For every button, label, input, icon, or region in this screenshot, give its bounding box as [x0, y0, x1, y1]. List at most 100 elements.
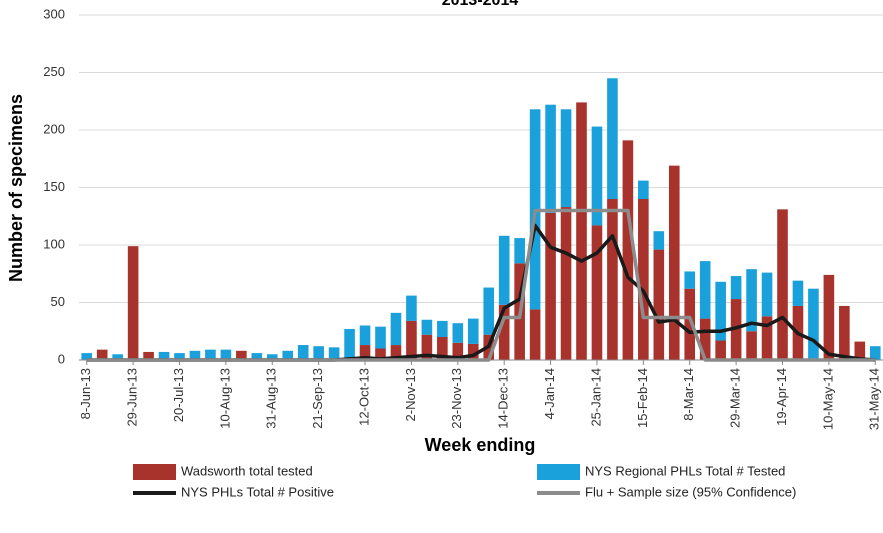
bar-segment: [158, 351, 170, 360]
y-tick-label: 100: [43, 236, 65, 251]
x-tick-label: 14-Dec-13: [496, 368, 511, 429]
bar-segment: [699, 318, 711, 360]
bar-segment: [143, 351, 154, 360]
x-tick-label: 2-Nov-13: [403, 368, 418, 421]
bar-segment: [236, 350, 247, 360]
line-series: [86, 223, 876, 362]
bar-segment: [869, 346, 881, 360]
x-tick-label: 8-Jun-13: [78, 368, 93, 419]
bar-segment: [715, 340, 726, 360]
x-tick-label: 29-Jun-13: [125, 368, 140, 427]
bar-segment: [622, 140, 634, 360]
bar-segment: [839, 305, 850, 360]
legend-label: NYS Regional PHLs Total # Tested: [585, 463, 785, 478]
bar-segment: [777, 209, 788, 360]
bar-segment: [390, 345, 402, 360]
bar-segment: [189, 350, 201, 360]
legend-label: Flu + Sample size (95% Confidence): [585, 484, 796, 499]
y-tick-label: 250: [43, 64, 65, 79]
bar-segment: [390, 312, 402, 346]
bar-segment: [668, 165, 680, 360]
legend-swatch: [537, 464, 580, 480]
bar-segment: [313, 346, 324, 360]
bar-segment: [174, 353, 185, 360]
bar-segment: [437, 337, 448, 360]
bar-segment: [761, 272, 773, 317]
bar-segment: [375, 326, 386, 349]
y-tick-label: 0: [58, 351, 65, 366]
x-tick-label: 31-Aug-13: [264, 368, 279, 429]
x-tick-label: 21-Sep-13: [310, 368, 325, 429]
bar-segment: [421, 319, 433, 335]
bar-segment: [498, 235, 510, 305]
bar-segment: [421, 334, 433, 360]
y-tick-label: 300: [43, 6, 65, 21]
bar-segment: [266, 354, 278, 360]
bar-segment: [220, 349, 232, 360]
x-tick-label: 10-Aug-13: [217, 368, 232, 429]
bar-segment: [483, 287, 495, 335]
x-tick-label: 20-Jul-13: [171, 368, 186, 422]
x-tick-label: 15-Feb-14: [635, 368, 650, 428]
bar-segment: [529, 309, 541, 360]
bar-segment: [514, 238, 525, 264]
legend-label: Wadsworth total tested: [181, 463, 313, 478]
bar-segment: [730, 276, 742, 300]
bar-segment: [638, 199, 649, 360]
bar-segment: [560, 207, 572, 360]
bar-segment: [545, 104, 556, 213]
x-tick-label: 31-May-14: [867, 368, 882, 430]
x-tick-label: 4-Jan-14: [542, 368, 557, 419]
y-tick-label: 200: [43, 121, 65, 136]
x-tick-label: 23-Nov-13: [449, 368, 464, 429]
bar-segment: [359, 345, 371, 360]
chart-title: 2013-2014: [442, 0, 519, 9]
x-tick-label: 19-Apr-14: [774, 368, 789, 426]
bar-segment: [328, 347, 340, 360]
bar-segment: [375, 348, 386, 360]
bar-segment: [96, 349, 108, 360]
bar-segment: [112, 354, 123, 360]
y-tick-label: 150: [43, 179, 65, 194]
bar-segment: [452, 342, 464, 360]
bar-segment: [359, 325, 371, 346]
x-tick-label: 12-Oct-13: [356, 368, 371, 426]
bar-segment: [653, 231, 665, 250]
bar-segment: [638, 180, 649, 199]
x-tick-label: 10-May-14: [820, 368, 835, 430]
bar-segment: [560, 109, 572, 208]
bar-segment: [746, 269, 757, 332]
y-axis-title: Number of specimens: [6, 94, 26, 282]
bar-segment: [81, 353, 93, 360]
bar-segment: [467, 343, 479, 360]
bar-segment: [205, 349, 216, 360]
bar-segment: [406, 295, 417, 321]
bar-segment: [591, 225, 603, 360]
bar-segment: [344, 328, 355, 360]
bar-segment: [684, 271, 696, 289]
bar-segment: [607, 78, 618, 199]
bar-segment: [792, 280, 804, 306]
bar-segment: [576, 102, 587, 361]
x-tick-label: 25-Jan-14: [588, 368, 603, 427]
legend-swatch: [133, 464, 176, 480]
x-axis-title: Week ending: [425, 435, 536, 455]
bar-segment: [251, 353, 263, 360]
bar-segment: [823, 274, 835, 360]
x-tick-label: 29-Mar-14: [728, 368, 743, 428]
bar-segment: [808, 288, 819, 360]
bar-segment: [607, 199, 618, 360]
bar-segment: [498, 304, 510, 360]
bar-segment: [746, 331, 757, 360]
bar-segment: [545, 212, 556, 360]
bar-segment: [467, 318, 479, 344]
bar-segment: [406, 320, 417, 360]
bar-segment: [684, 288, 696, 360]
bar-segment: [282, 350, 294, 360]
y-tick-label: 50: [51, 294, 65, 309]
x-tick-label: 8-Mar-14: [681, 368, 696, 421]
bar-segment: [437, 320, 448, 337]
bar-segment: [699, 261, 711, 319]
